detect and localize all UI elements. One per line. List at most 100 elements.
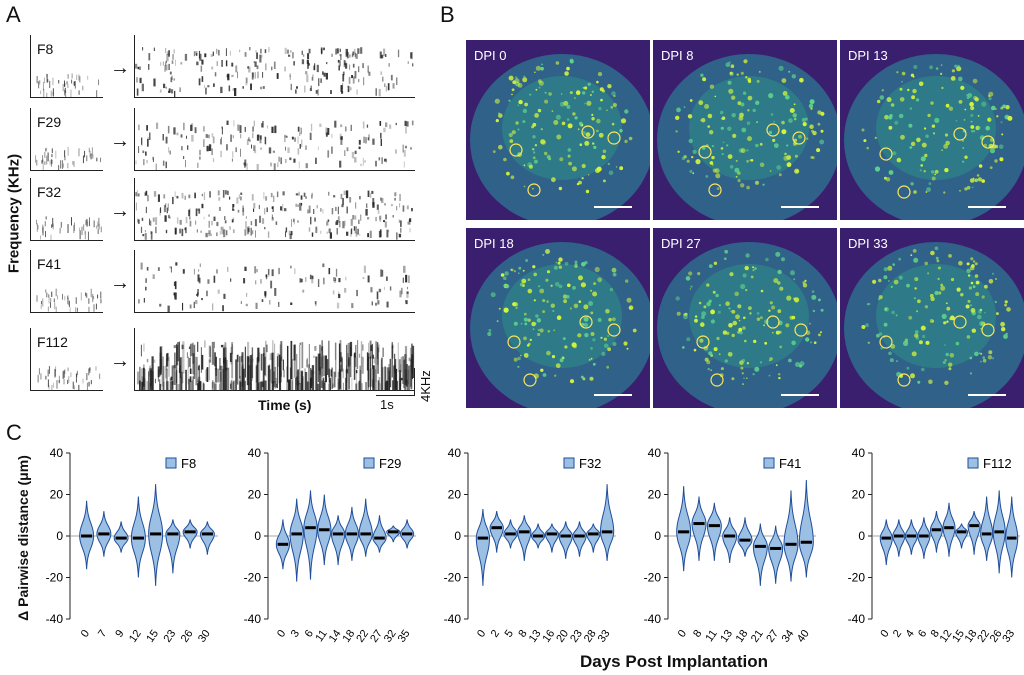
fluorescence-image: DPI 33	[840, 228, 1024, 408]
y-tick-label: -40	[46, 612, 64, 626]
x-tick-label: 27	[368, 628, 385, 645]
y-tick-label: -20	[848, 571, 866, 585]
post-spectrogram	[134, 328, 415, 391]
x-tick-label: 2	[489, 628, 502, 640]
bird-label: F41	[37, 256, 62, 272]
spectrogram-row: F112 →	[30, 328, 425, 391]
y-tick-label: -20	[46, 571, 64, 585]
x-tick-label: 0	[878, 628, 891, 640]
x-tick-label: 13	[718, 628, 735, 645]
arrow-icon: →	[110, 350, 130, 372]
fluorescence-image: DPI 18	[466, 228, 650, 408]
x-tick-label: 26	[179, 628, 196, 645]
violin	[798, 479, 814, 578]
bird-label: F29	[37, 114, 62, 130]
violin	[572, 521, 587, 557]
x-tick-label: 5	[503, 628, 516, 640]
y-tick-label: 20	[448, 488, 462, 502]
x-tick-label: 33	[596, 628, 613, 645]
x-tick-label: 11	[703, 628, 719, 644]
panel-letter-a: A	[6, 2, 21, 27]
post-spectrogram	[134, 35, 415, 98]
dpi-label: DPI 33	[848, 236, 888, 251]
arrow-icon: →	[110, 272, 130, 294]
x-tick-label: 4	[903, 628, 916, 640]
violin	[586, 523, 601, 553]
time-scale-label: 1s	[380, 397, 394, 412]
pre-spectrogram: F41	[30, 250, 103, 313]
time-axis-label: Time (s)	[258, 397, 312, 413]
x-tick-label: 35	[396, 628, 413, 645]
pre-spectrogram: F29	[30, 108, 103, 171]
scale-bar	[594, 206, 632, 208]
violin	[599, 484, 615, 561]
dpi-label: DPI 27	[661, 236, 701, 251]
x-tick-label: 22	[975, 628, 992, 645]
violin	[955, 523, 969, 549]
spectrogram-row: F8 →	[30, 35, 425, 98]
x-tick-label: 13	[527, 628, 544, 645]
pre-spectrogram: F112	[30, 328, 103, 391]
arrow-icon: →	[110, 200, 130, 222]
violin	[929, 511, 943, 553]
y-tick-label: -20	[444, 571, 462, 585]
scale-bar	[781, 206, 819, 208]
y-tick-label: -40	[644, 612, 662, 626]
x-tick-label: 8	[929, 628, 942, 640]
freq-scale-label: 4KHz	[418, 370, 433, 402]
violin	[475, 508, 491, 586]
x-tick-label: 20	[554, 628, 571, 645]
x-tick-label: 6	[303, 628, 316, 640]
y-tick-label: 0	[654, 529, 661, 543]
violin	[544, 523, 560, 553]
y-tick-label: 20	[248, 488, 262, 502]
panel-letter-b: B	[440, 2, 455, 27]
violin	[980, 496, 994, 561]
panel-letter-c: C	[6, 420, 22, 445]
violin	[768, 525, 784, 584]
legend-label: F112	[983, 456, 1012, 471]
violin	[752, 523, 768, 586]
x-tick-label: 11	[313, 628, 329, 644]
fluorescence-image: DPI 0	[466, 40, 650, 220]
x-tick-label: 33	[1000, 628, 1017, 645]
violin	[879, 519, 893, 566]
freq-scale-bar	[414, 368, 415, 396]
x-tick-label: 18	[734, 628, 751, 645]
x-tick-label: 30	[196, 628, 213, 645]
legend-swatch	[165, 457, 177, 469]
panel-c-y-label: Δ Pairwise distance (μm)	[15, 455, 31, 621]
y-tick-label: 40	[648, 446, 662, 460]
violin	[330, 515, 346, 566]
legend-label: F41	[779, 456, 801, 471]
y-tick-label: 20	[852, 488, 866, 502]
x-tick-label: 32	[382, 628, 399, 645]
legend-swatch	[763, 457, 775, 469]
y-tick-label: -40	[444, 612, 462, 626]
y-tick-label: -40	[848, 612, 866, 626]
pre-spectrogram: F8	[30, 35, 103, 98]
y-tick-label: -20	[644, 571, 662, 585]
x-tick-label: 0	[79, 628, 92, 640]
x-tick-label: 14	[327, 628, 344, 645]
violin	[165, 519, 181, 574]
x-tick-label: 7	[96, 628, 109, 640]
violin	[517, 515, 532, 561]
x-tick-label: 9	[113, 628, 126, 640]
x-tick-label: 6	[916, 628, 929, 640]
legend-label: F29	[379, 456, 401, 471]
y-tick-label: 40	[248, 446, 262, 460]
violin	[303, 490, 318, 580]
x-tick-label: 21	[749, 628, 766, 645]
y-tick-label: 20	[50, 488, 64, 502]
time-scale-bar	[376, 395, 414, 396]
x-tick-label: 27	[764, 628, 781, 645]
y-tick-label: 0	[254, 529, 261, 543]
y-tick-label: 0	[56, 529, 63, 543]
x-tick-label: 0	[676, 628, 689, 640]
x-tick-label: 34	[780, 628, 797, 645]
y-tick-label: 0	[858, 529, 865, 543]
violin	[489, 511, 504, 553]
